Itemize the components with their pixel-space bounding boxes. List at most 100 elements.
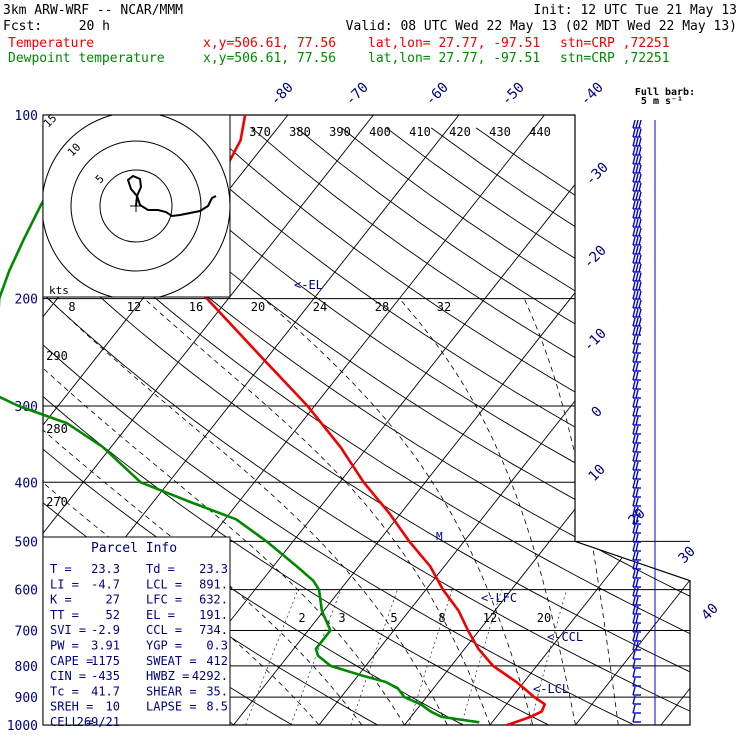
parcel-info-title: Parcel Info [91,541,177,556]
wind-barb-flag [632,650,636,660]
wind-barb-flag [632,641,636,651]
mixing-ratio-bottom-label: 5 [390,611,397,625]
mixing-ratio-bottom-label: 8 [438,611,445,625]
wind-barb-flag [632,425,636,435]
pressure-tick-label: 1000 [7,719,38,734]
theta-left-label: 270 [46,495,68,509]
mixing-ratio-bottom-label: 12 [483,611,497,625]
wind-barb-flag [638,299,642,309]
moist-adiabat [143,298,491,725]
parcel-index-value: 734. [199,623,228,637]
m-marker: M [436,530,443,543]
wind-barb-flag [635,371,639,381]
parcel-index-name: PW = [50,639,79,653]
wind-barb-flag [632,182,636,192]
wind-barb-flag [635,353,639,363]
wind-barb-flag [635,497,639,507]
isotherm-label: -20 [581,243,610,272]
wind-barb-flag [632,551,636,561]
wind-barb-flag [635,317,639,327]
wind-barb-flag [632,443,636,453]
wind-barb-flag [638,254,642,264]
pressure-tick-label: 100 [15,109,38,124]
moist-adiabat [43,298,363,725]
wind-barb-flag [632,173,636,183]
dry-adiabat [43,127,690,725]
wind-barb-flag [635,173,639,183]
pressure-tick-label: 400 [15,476,38,491]
wind-barb-flag [635,425,639,435]
parcel-index-value: -4.7 [91,577,120,591]
wind-barb-flag [632,596,636,606]
wind-barb-flag [635,614,639,624]
theta-label: 430 [489,125,511,139]
parcel-index-name: YGP = [146,639,182,653]
wind-barb-flag [632,677,636,687]
parcel-index-value: 191. [199,608,228,622]
wind-barb-flag [635,272,639,282]
wind-barb-flag [632,461,636,471]
parcel-index-name: SREH = [50,700,93,714]
wind-barb-flag [638,209,642,219]
hodograph-units: kts [49,284,69,297]
dry-adiabat [206,127,690,725]
parcel-index-value: 23.3 [199,562,228,576]
wind-barb-flag [632,506,636,516]
wind-barb-flag [635,326,639,336]
wind-barb-flag [638,155,642,165]
pressure-tick-label: 800 [15,660,38,675]
dry-adiabat [475,127,690,725]
parcel-index-name: SVI = [50,623,86,637]
wind-barb-flag [638,290,642,300]
wind-barb-flag [632,452,636,462]
theta-label: 380 [289,125,311,139]
wind-barb-flag [635,641,639,651]
isotherm-label: 30 [676,544,699,567]
temperature-legend: Temperature [8,36,94,51]
wind-barb-flag [638,191,642,201]
mixing-ratio-top-label: 12 [127,300,141,314]
wind-barb-flag [632,578,636,588]
isotherm-line [489,115,690,725]
dewpoint-profile-line [0,114,480,724]
wind-barb-flag [632,542,636,552]
wind-barb-flag [632,704,636,714]
wind-barb-flag [632,209,636,219]
wind-barb-flag [638,326,642,336]
wind-barb-flag [632,659,636,669]
wind-barb-flag [635,209,639,219]
wind-barb-flag [638,317,642,327]
parcel-index-value: 269/21 [77,715,120,729]
parcel-index-name: T = [50,562,72,576]
wind-barb-flag [638,146,642,156]
mixing-ratio-top-label: 28 [375,300,389,314]
dewpoint-xy: x,y=506.61, 77.56 [203,51,336,66]
wind-barb-flag [635,524,639,534]
isotherm-label: -70 [343,80,372,109]
wind-barb-flag [635,290,639,300]
wind-barb-flag [638,245,642,255]
wind-barb-flag [632,668,636,678]
wind-barbs [632,119,656,725]
wind-barb-flag [632,272,636,282]
wind-barb-flag [635,551,639,561]
mixing-ratio-bottom-label: 3 [338,611,345,625]
wind-barb-flag [635,137,639,147]
wind-barb-flag [635,587,639,597]
temperature-station: stn=CRP ,72251 [560,36,670,51]
parcel-index-value: 412 [206,654,228,668]
dewpoint-legend: Dewpoint temperature [8,51,165,66]
temperature-latlon: lat,lon= 27.77, -97.51 [368,36,540,51]
parcel-index-name: CAPE = [50,654,93,668]
wind-barb-flag [632,434,636,444]
parcel-info-rows: T = 23.3 Td = 23.3 LI = -4.7 LCL = 891. K = 27 LFC… [50,562,228,729]
wind-barb-flag [632,128,636,138]
wind-barb-flag [635,146,639,156]
wind-barb-flag [635,281,639,291]
wind-barb-flag [635,119,639,129]
wind-barb-flag [635,569,639,579]
wind-barb-flag [635,506,639,516]
dry-adiabat [43,127,662,725]
wind-barb-flag [632,245,636,255]
pressure-tick-label: 200 [15,293,38,308]
